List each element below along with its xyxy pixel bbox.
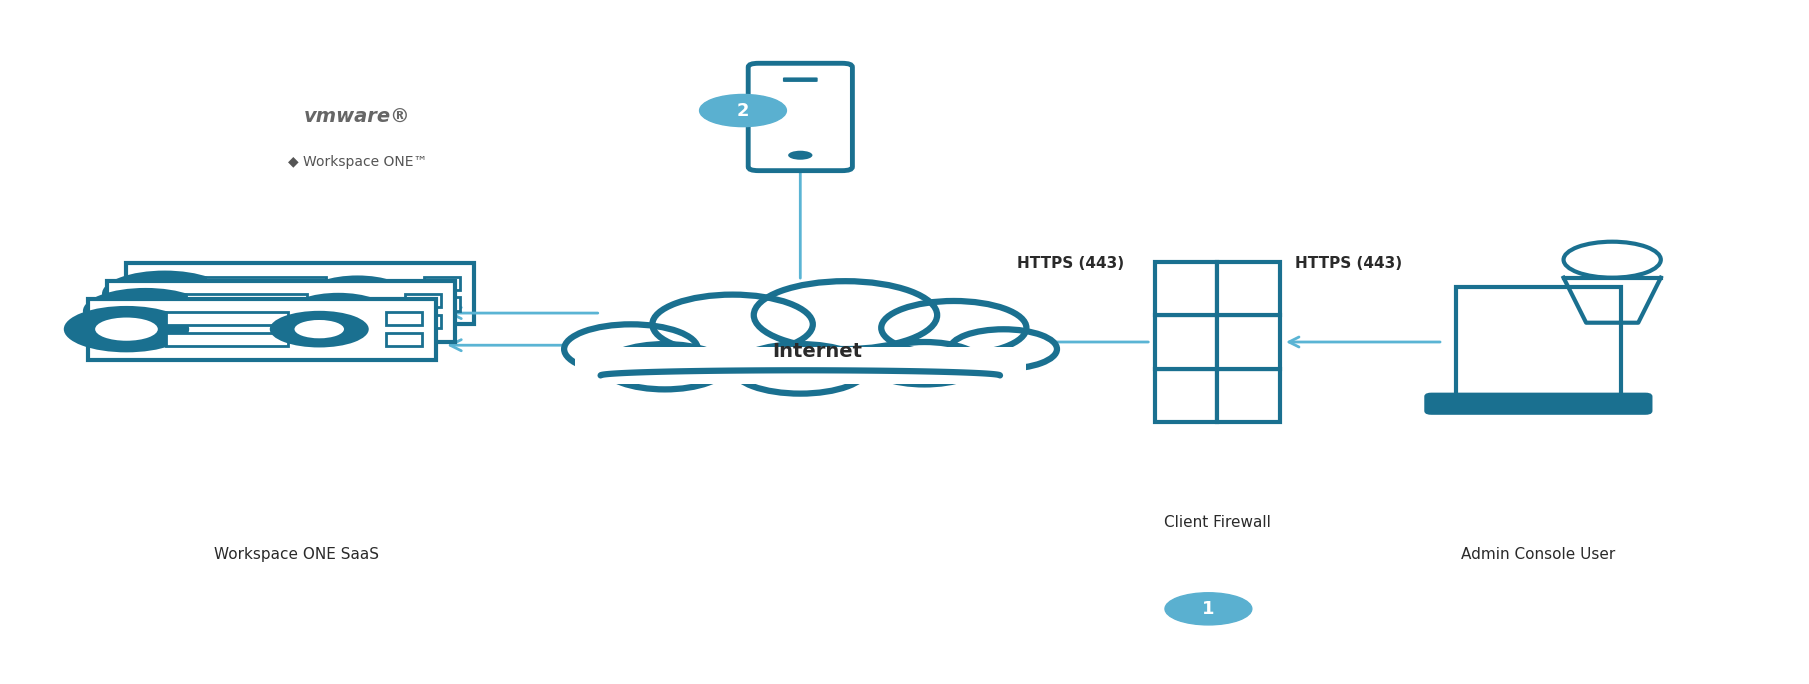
Circle shape (653, 295, 812, 354)
FancyBboxPatch shape (186, 315, 308, 328)
Circle shape (789, 150, 812, 160)
Circle shape (313, 302, 364, 320)
Text: vmware®: vmware® (304, 107, 411, 127)
FancyBboxPatch shape (89, 299, 436, 360)
Circle shape (295, 320, 344, 339)
FancyBboxPatch shape (405, 315, 441, 328)
FancyBboxPatch shape (1154, 261, 1279, 422)
FancyBboxPatch shape (385, 312, 421, 326)
Circle shape (950, 329, 1056, 369)
FancyBboxPatch shape (186, 294, 308, 308)
Text: HTTPS (443): HTTPS (443) (1295, 256, 1402, 272)
Circle shape (333, 285, 382, 303)
FancyBboxPatch shape (107, 280, 454, 342)
FancyBboxPatch shape (1154, 369, 1217, 422)
FancyBboxPatch shape (405, 294, 441, 308)
Circle shape (754, 281, 937, 349)
Circle shape (83, 288, 208, 334)
Circle shape (289, 293, 387, 330)
Text: 1: 1 (1203, 600, 1214, 618)
Text: Admin Console User: Admin Console User (1462, 547, 1615, 562)
Circle shape (96, 317, 157, 341)
FancyBboxPatch shape (783, 77, 818, 82)
FancyBboxPatch shape (127, 263, 474, 324)
Circle shape (604, 344, 725, 389)
FancyBboxPatch shape (425, 276, 459, 290)
FancyBboxPatch shape (166, 333, 288, 346)
Circle shape (114, 300, 177, 323)
FancyBboxPatch shape (1425, 395, 1650, 412)
Circle shape (564, 324, 698, 374)
FancyBboxPatch shape (1456, 287, 1621, 397)
Circle shape (867, 342, 982, 384)
Text: Internet: Internet (772, 342, 863, 361)
FancyBboxPatch shape (1154, 261, 1217, 315)
Circle shape (270, 311, 369, 347)
FancyBboxPatch shape (1217, 315, 1279, 369)
Circle shape (63, 306, 190, 352)
Circle shape (134, 282, 195, 305)
Circle shape (101, 271, 228, 317)
FancyBboxPatch shape (1154, 315, 1217, 369)
FancyBboxPatch shape (1217, 369, 1279, 422)
Circle shape (733, 344, 867, 393)
FancyBboxPatch shape (204, 298, 326, 311)
Text: HTTPS (443): HTTPS (443) (1017, 256, 1125, 272)
FancyBboxPatch shape (749, 64, 852, 170)
Circle shape (700, 94, 787, 127)
Text: ◆ Workspace ONE™: ◆ Workspace ONE™ (288, 155, 427, 169)
Circle shape (308, 276, 407, 312)
FancyBboxPatch shape (425, 298, 459, 311)
Text: Client Firewall: Client Firewall (1163, 514, 1270, 529)
FancyBboxPatch shape (166, 312, 288, 326)
FancyBboxPatch shape (204, 276, 326, 290)
Text: Workspace ONE SaaS: Workspace ONE SaaS (213, 547, 380, 562)
Text: 2: 2 (736, 101, 749, 120)
Circle shape (1165, 593, 1252, 625)
FancyBboxPatch shape (575, 347, 1026, 384)
FancyBboxPatch shape (385, 333, 421, 346)
Circle shape (881, 301, 1026, 355)
FancyBboxPatch shape (1217, 261, 1279, 315)
